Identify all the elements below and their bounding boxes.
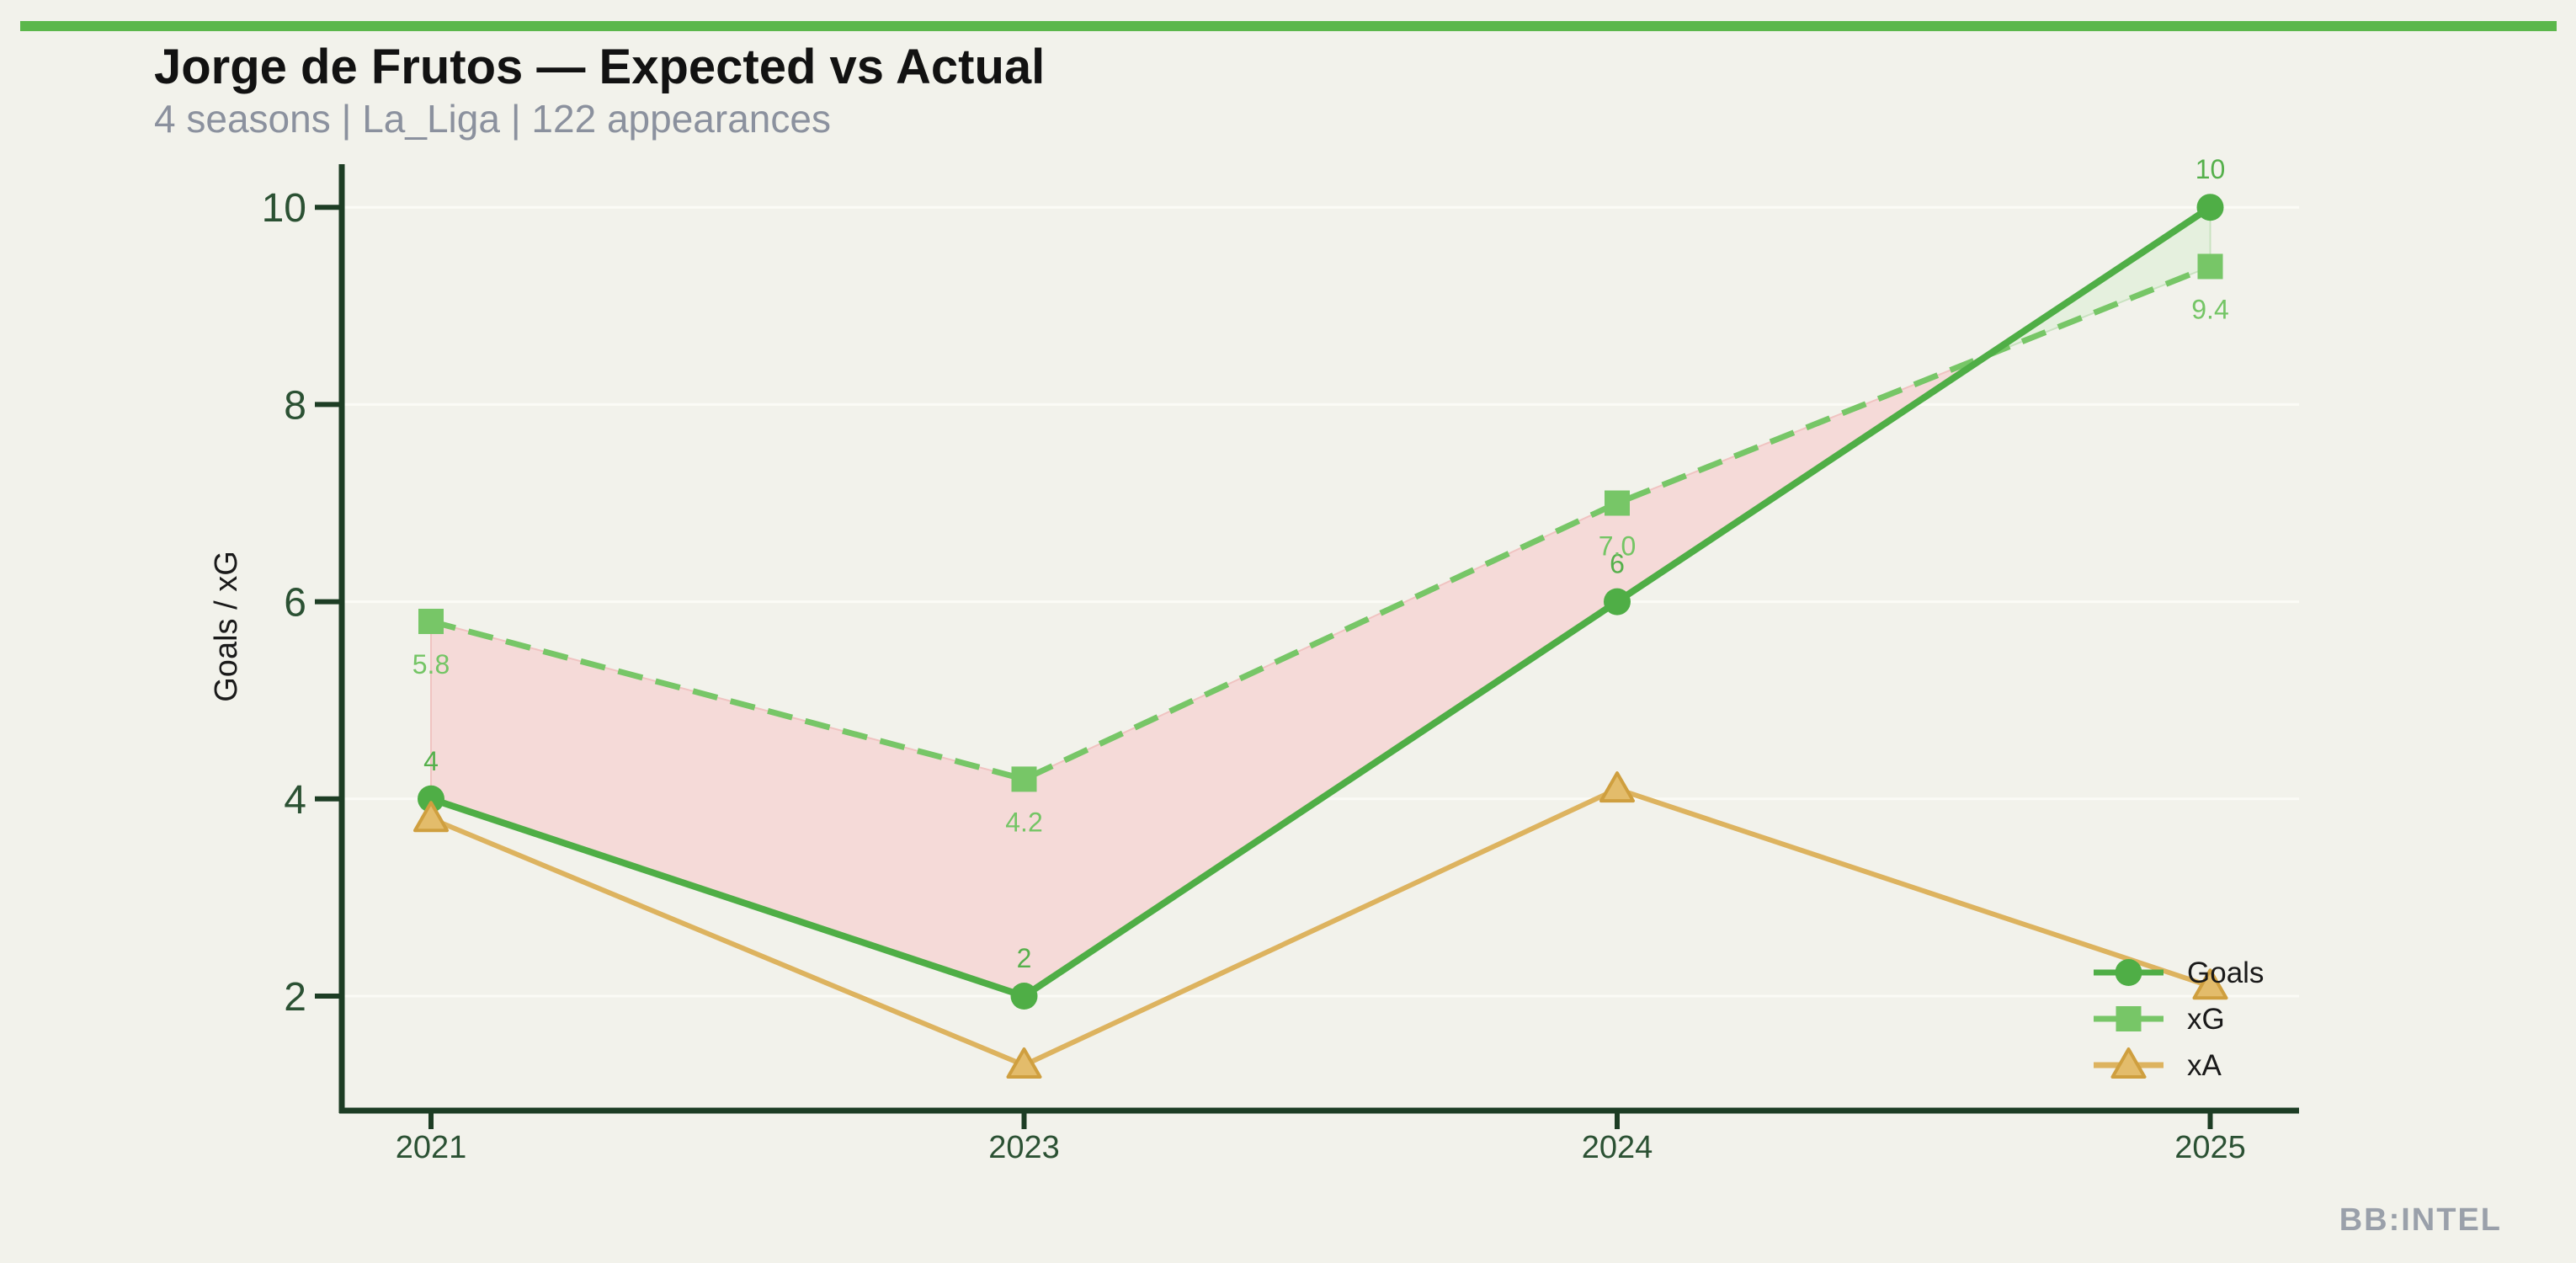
y-axis-title: Goals / xG	[209, 551, 244, 702]
y-tick-label: 4	[284, 778, 306, 823]
xg-point-marker	[1605, 490, 1630, 516]
xa-point-marker	[413, 801, 449, 833]
xa-point-marker	[2110, 1047, 2147, 1079]
goals-point-label: 4	[423, 746, 439, 776]
tick-labels: 2 4 6 8 10 2021 2023 2024 2025	[262, 186, 2246, 1165]
goals-point-label: 10	[2195, 154, 2226, 184]
legend-item-xa: xA	[2094, 1047, 2222, 1082]
legend-item-goals: Goals	[2094, 957, 2264, 989]
xg-point-marker	[2197, 253, 2223, 280]
xg-point-label: 4.2	[1005, 807, 1042, 837]
goals-point-marker	[2196, 194, 2224, 221]
legend: Goals xG xA	[2094, 957, 2264, 1082]
page-title: Jorge de Frutos — Expected vs Actual	[154, 40, 1046, 94]
xg-line	[430, 264, 2211, 782]
y-tick-label: 2	[284, 975, 306, 1020]
xg-point-label: 7.0	[1599, 531, 1636, 562]
axes	[315, 164, 2299, 1129]
data-point-markers	[413, 194, 2228, 1079]
xa-point-marker	[1006, 1047, 1042, 1079]
xg-point-label: 5.8	[412, 649, 450, 679]
legend-label-goals: Goals	[2187, 957, 2264, 989]
xg-point-label: 9.4	[2191, 294, 2228, 324]
x-tick-label: 2021	[396, 1130, 467, 1165]
xg-point-marker	[1011, 766, 1037, 792]
x-tick-label: 2025	[2174, 1130, 2246, 1165]
data-point-labels: 4 2 6 10 5.8 4.2 7.0 9.4	[412, 154, 2229, 973]
legend-label-xa: xA	[2187, 1049, 2222, 1082]
accent-bar	[20, 21, 2557, 31]
goals-point-label: 6	[1610, 549, 1625, 579]
xa-line	[429, 786, 2211, 1068]
xg-point-marker	[418, 609, 444, 635]
goals-line	[429, 204, 2212, 999]
x-tick-label: 2024	[1582, 1130, 1653, 1165]
watermark: BB:INTEL	[2339, 1202, 2502, 1238]
goals-point-marker	[1010, 983, 1038, 1010]
y-tick-label: 10	[262, 186, 306, 231]
xa-point-marker	[2192, 968, 2228, 1000]
xa-point-marker	[1599, 771, 1635, 803]
goals-point-label: 2	[1017, 943, 1032, 973]
x-tick-label: 2023	[988, 1130, 1060, 1165]
xg-point-marker	[2116, 1006, 2142, 1031]
y-tick-label: 6	[284, 581, 306, 626]
gridlines	[342, 205, 2299, 998]
goals-point-marker	[1604, 588, 1631, 616]
legend-label-xg: xG	[2187, 1003, 2225, 1036]
series-lines	[429, 204, 2212, 1068]
y-tick-label: 8	[284, 383, 306, 428]
goals-point-marker	[418, 785, 444, 813]
legend-item-xg: xG	[2094, 1003, 2225, 1036]
goals-point-marker	[2115, 959, 2142, 986]
page-subtitle: 4 seasons | La_Liga | 122 appearances	[154, 97, 831, 141]
